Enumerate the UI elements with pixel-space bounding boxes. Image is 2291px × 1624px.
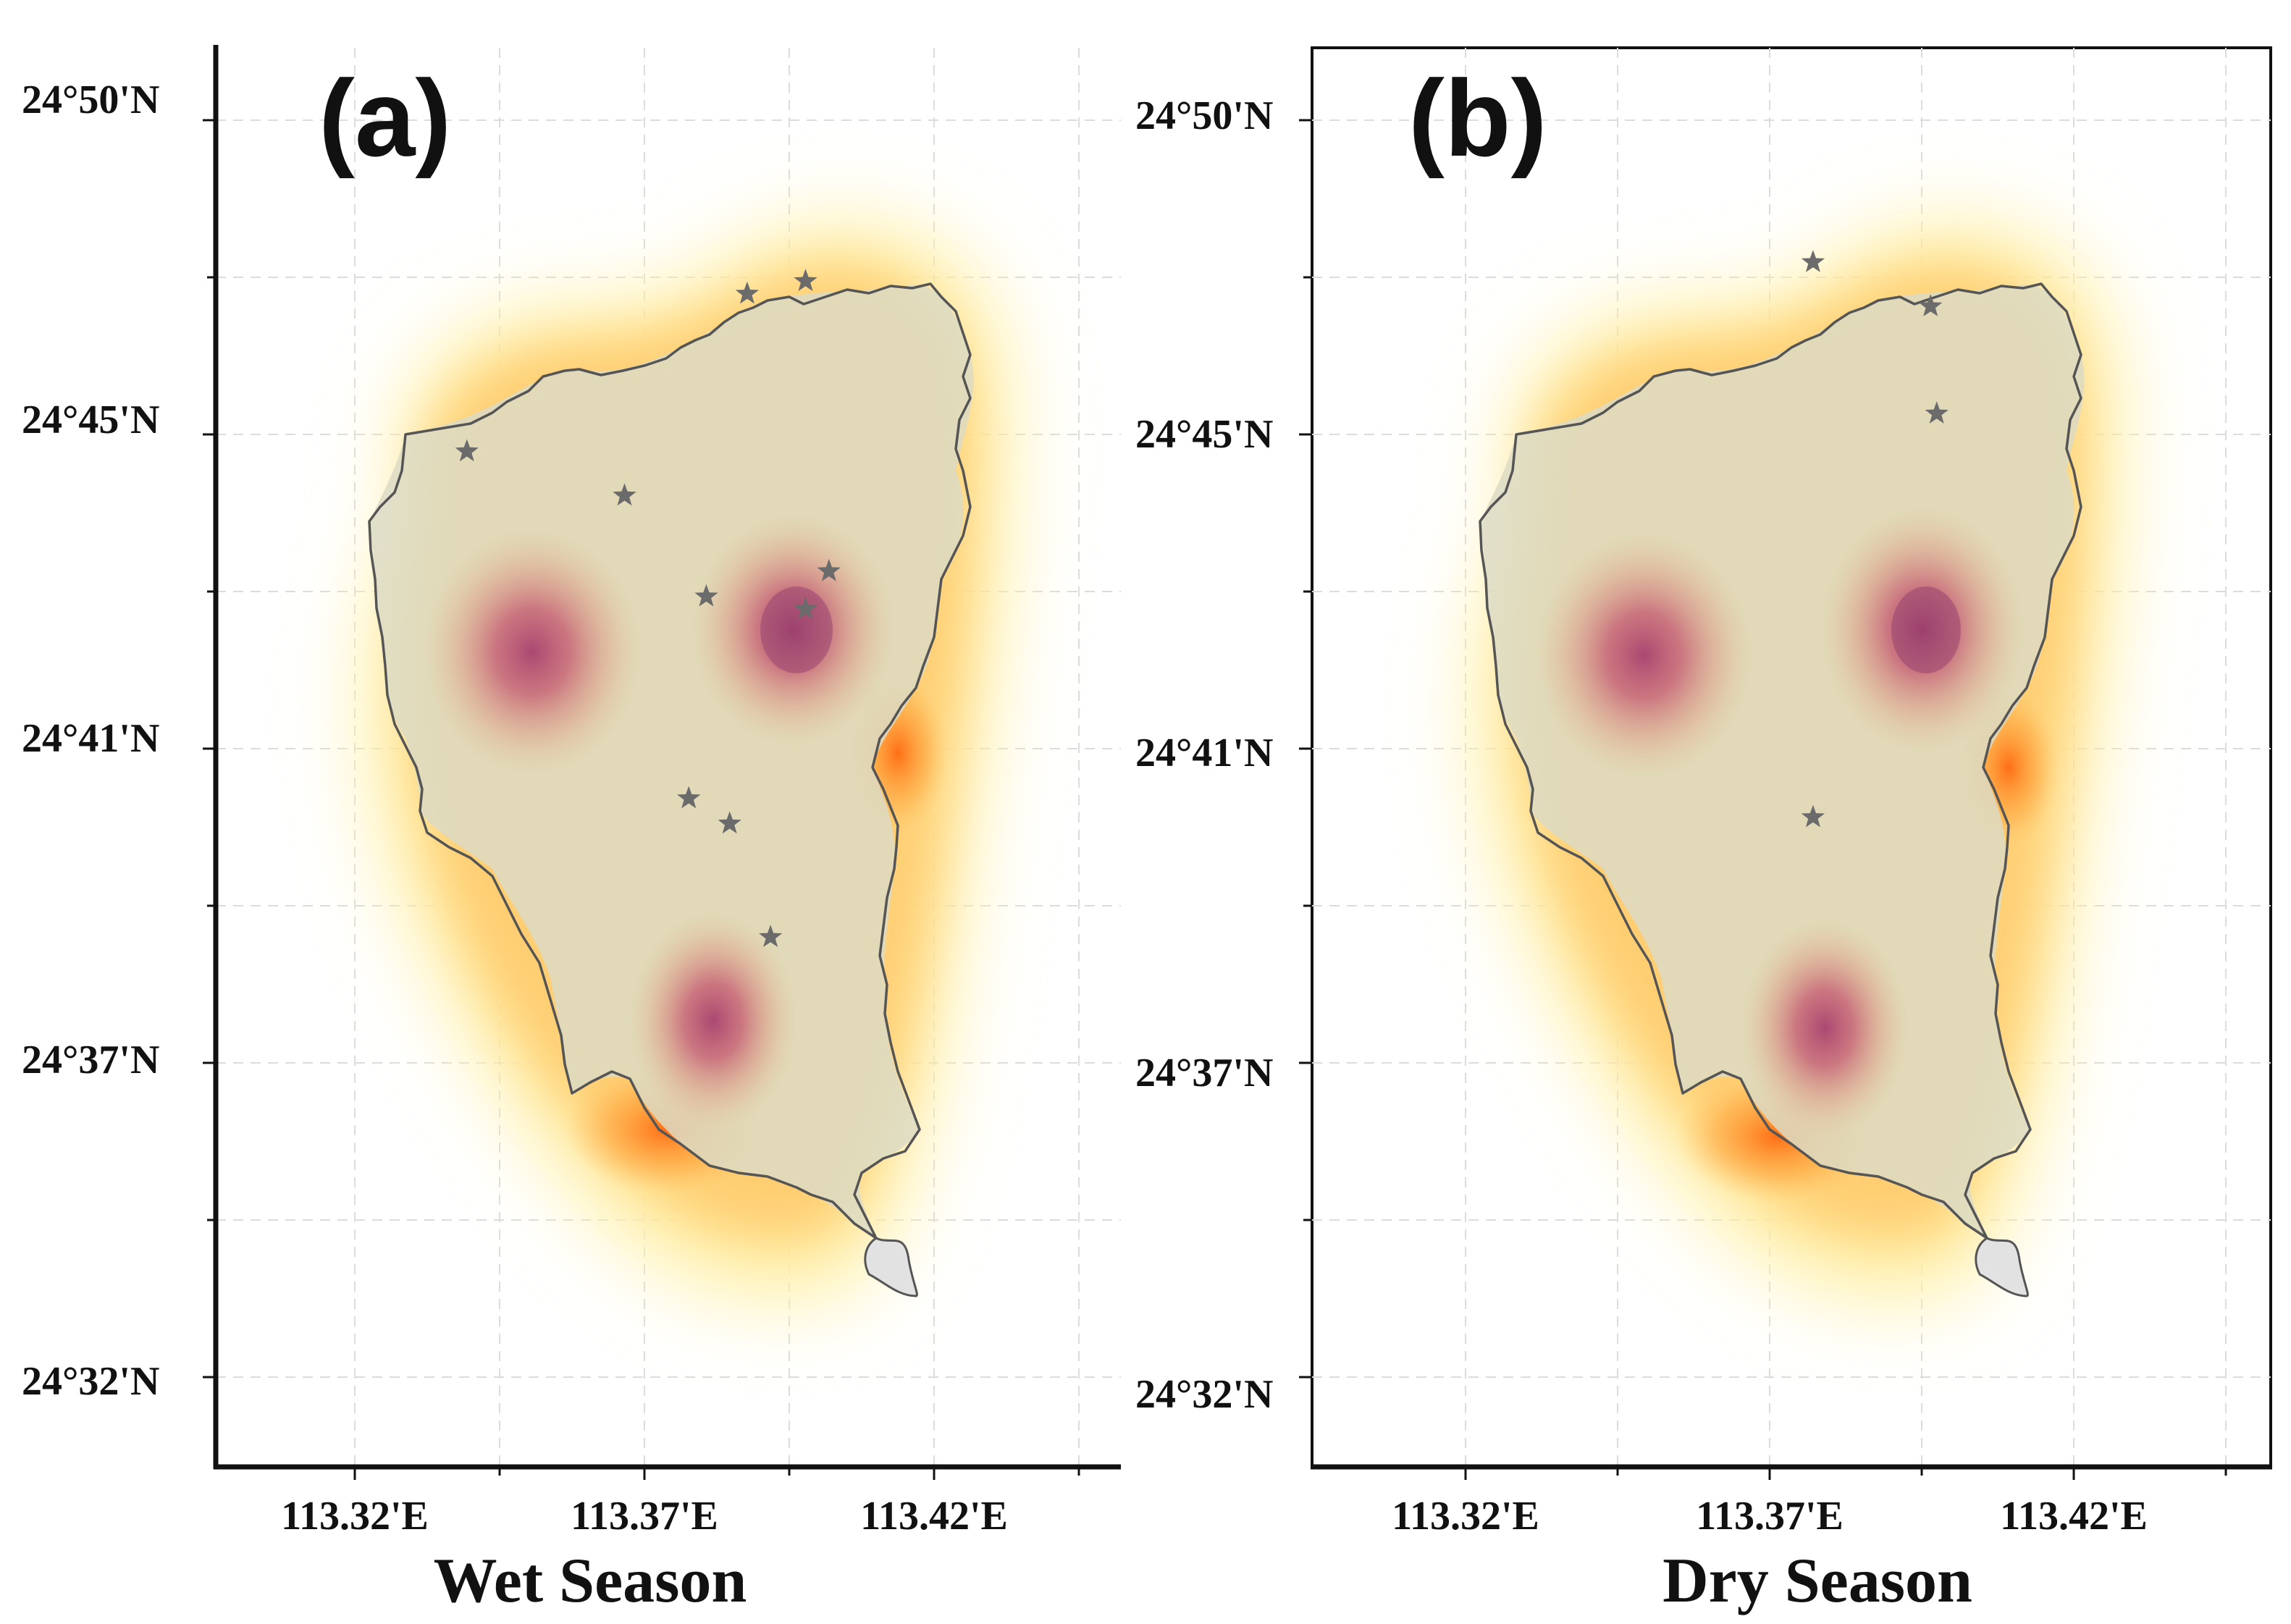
panel-b-lat-tick-1: 24°45'N <box>1135 412 1273 457</box>
panel-a-lat-tick-1: 24°45'N <box>22 397 159 442</box>
site-marker-a-8 <box>794 597 817 619</box>
panel-a-lon-tick-0: 113.32'E <box>281 1494 429 1539</box>
site-marker-a-1 <box>782 0 805 1</box>
panel-b-lat-tick-2: 24°41'N <box>1135 731 1273 775</box>
panel-a-wet-season: (a) 24°50'N 24°45'N 24°41'N 24°37'N 24°3… <box>22 0 1121 1616</box>
site-marker-a-5 <box>613 483 636 506</box>
panel-b-lat-tick-4: 24°32'N <box>1135 1372 1273 1417</box>
panel-b-season-title: Dry Season <box>1662 1546 1972 1616</box>
site-marker-a-10 <box>718 811 741 834</box>
panel-a-hotspot-northeast-core <box>760 586 833 673</box>
panel-b-dry-season: (b) 24°50'N 24°45'N 24°41'N 24°37'N 24°3… <box>1135 4 2272 1616</box>
panel-a-x-ticks <box>353 1467 1080 1480</box>
panel-b-basin-outlet <box>1975 1237 2029 1297</box>
site-marker-a-3 <box>735 281 759 304</box>
panel-a-lon-tick-2: 113.42'E <box>860 1494 1008 1539</box>
panel-a-basin-outline <box>368 282 972 1240</box>
panel-a-lat-tick-4: 24°32'N <box>22 1359 159 1404</box>
panel-a-lat-tick-0: 24°50'N <box>22 77 159 122</box>
site-marker-a-4 <box>455 439 479 462</box>
site-marker-b-5 <box>1925 401 1949 424</box>
panel-b-lon-tick-1: 113.37'E <box>1696 1494 1844 1539</box>
panel-a-hotspot-northeast <box>691 514 894 746</box>
panel-a-lon-tick-1: 113.37'E <box>571 1494 718 1539</box>
panel-a-season-title: Wet Season <box>434 1546 747 1616</box>
panel-b-lon-tick-2: 113.42'E <box>2000 1494 2148 1539</box>
panel-b-hotspot-west <box>1535 532 1752 778</box>
panel-b-lon-tick-0: 113.32'E <box>1392 1494 1539 1539</box>
panel-b-sampling-sites <box>1801 4 1998 828</box>
site-marker-a-11 <box>759 925 783 947</box>
panel-b-hotspot-northeast-core <box>1891 586 1961 673</box>
site-marker-a-6 <box>694 584 718 607</box>
panel-b-lat-tick-3: 24°37'N <box>1135 1051 1273 1095</box>
site-marker-b-4 <box>1919 294 1943 316</box>
panel-a-hotspot-south <box>630 912 796 1129</box>
site-marker-b-3 <box>1801 250 1825 272</box>
panel-b-hotspot-south <box>1741 920 1908 1137</box>
panel-b-lat-tick-0: 24°50'N <box>1135 93 1273 138</box>
panel-a-basin-outlet <box>864 1237 918 1297</box>
panel-a-hotspot-west <box>424 529 641 775</box>
site-marker-a-9 <box>677 786 701 809</box>
site-marker-b-2 <box>1975 4 1998 26</box>
panel-b-y-ticks <box>1299 119 1312 1379</box>
panel-a-y-ticks <box>203 119 216 1379</box>
panel-a-sampling-sites <box>455 0 841 947</box>
panel-b-label: (b) <box>1408 57 1547 179</box>
panel-a-lat-tick-3: 24°37'N <box>22 1038 159 1082</box>
panel-b-hotspot-northeast <box>1821 507 2024 753</box>
site-marker-a-7 <box>817 559 841 581</box>
panel-a-label: (a) <box>319 57 451 179</box>
panel-a-lat-tick-2: 24°41'N <box>22 716 159 761</box>
panel-b-x-ticks <box>1464 1467 2227 1480</box>
site-marker-b-6 <box>1801 804 1825 828</box>
site-marker-a-2 <box>794 269 817 292</box>
panel-b-basin-outline <box>1479 282 2082 1240</box>
